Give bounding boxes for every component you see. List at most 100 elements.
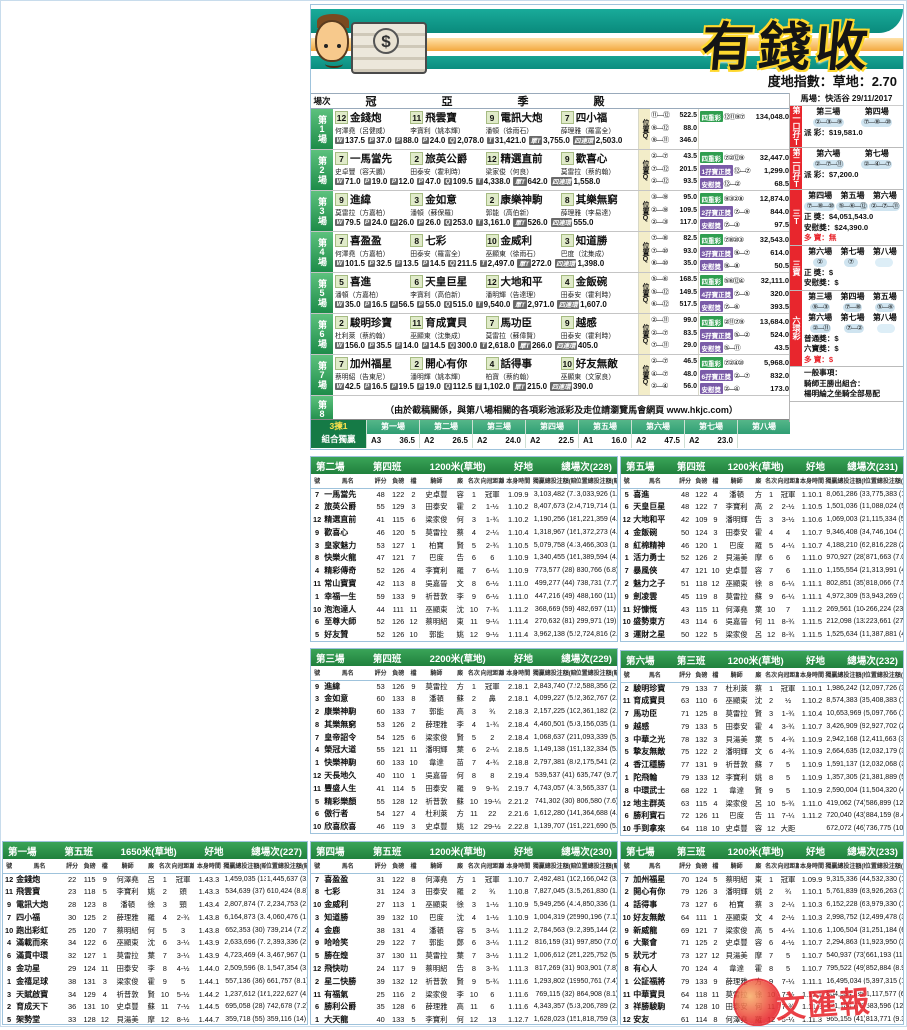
cell: 10 bbox=[765, 604, 778, 617]
pool-label: 第一口孖T bbox=[790, 106, 802, 147]
cell: 6 bbox=[311, 808, 323, 821]
cell: 1 bbox=[710, 912, 721, 925]
cell: 1.10.6 bbox=[799, 925, 826, 938]
cell: 8 bbox=[621, 785, 632, 798]
cell: 419,062 (74) bbox=[825, 798, 864, 811]
cell: 3,033,926 (1.9) bbox=[576, 488, 617, 501]
cell: 1-¾ bbox=[481, 514, 504, 527]
cell: 2,166,042 (3.2) bbox=[576, 873, 617, 886]
cell: 6 bbox=[311, 616, 323, 629]
horse-number: 8 bbox=[410, 234, 423, 247]
race-tab: 第4場 bbox=[311, 232, 333, 272]
cell: 126 bbox=[389, 629, 407, 642]
dividend-value: 3,161.0 bbox=[484, 218, 511, 227]
combo-selection: A2 bbox=[636, 434, 646, 448]
dividend-value: 2,078.0 bbox=[457, 136, 484, 145]
cell: 359,116 (14) bbox=[266, 1014, 307, 1027]
dividend-type: P bbox=[368, 137, 375, 144]
jockey-trainer: 柏寶（蔡約翰） bbox=[486, 371, 561, 380]
horse-number: 12 bbox=[486, 152, 499, 165]
col-header-third: 季 bbox=[485, 93, 561, 109]
cell: 高 bbox=[752, 501, 765, 514]
cell: 9 bbox=[621, 925, 632, 938]
cell: 柏寶 bbox=[420, 540, 454, 553]
cartoon-money-mascot: $ bbox=[315, 8, 433, 88]
cell: 鼻 bbox=[481, 693, 504, 706]
cell: 11 bbox=[311, 989, 323, 1002]
cell: 133 bbox=[389, 706, 407, 719]
cell: 9 bbox=[311, 680, 323, 693]
cell: 2,032,068 (3.6) bbox=[865, 759, 903, 772]
cell: 4 bbox=[765, 721, 778, 734]
place-q-combo: ②—⑪ bbox=[651, 315, 668, 328]
cell: 11 bbox=[621, 989, 632, 1002]
cell: 47 bbox=[677, 565, 693, 578]
cell: 電訊大炮 bbox=[15, 899, 64, 912]
combo-cell: 第八場 bbox=[737, 420, 790, 448]
cell: 1,155,554 (24) bbox=[825, 565, 864, 578]
cell: 970,927 (28) bbox=[825, 552, 864, 565]
double-dividend: 844.0 bbox=[770, 207, 789, 216]
cell: 3,466,303 (1.6) bbox=[576, 540, 617, 553]
jockey-trainer: 田泰安（霍利時） bbox=[561, 289, 636, 298]
cell: 540,937 (73) bbox=[825, 950, 864, 963]
cell: 1.11.4 bbox=[504, 629, 533, 642]
column-header: 評分 bbox=[372, 859, 389, 873]
cell: 9 bbox=[765, 785, 778, 798]
cell: 育成天下 bbox=[15, 1001, 64, 1014]
cell: 4,060,476 (1.3) bbox=[266, 912, 307, 925]
horse-name: 越感 bbox=[576, 315, 597, 330]
cell: 容 bbox=[453, 925, 467, 938]
cell: 3,943,269 (1.5) bbox=[865, 591, 903, 604]
dividend-type: 單T bbox=[529, 136, 542, 145]
cell: 37 bbox=[372, 950, 389, 963]
quartet-chip: 四重彩 bbox=[700, 357, 723, 368]
column-header: 名次 bbox=[467, 474, 481, 488]
cell: 22 bbox=[481, 808, 504, 821]
dividend-type: 四連環 bbox=[555, 341, 577, 350]
cell: 35 bbox=[372, 1001, 389, 1014]
cell: 63 bbox=[677, 695, 693, 708]
cell: 杜利萊 bbox=[721, 682, 752, 695]
cell: 6 bbox=[765, 552, 778, 565]
cell: 方 bbox=[752, 488, 765, 501]
cell: 8,574,383 (3.6) bbox=[825, 695, 864, 708]
horse-number: 2 bbox=[335, 316, 348, 329]
cell: 2 bbox=[3, 1001, 15, 1014]
cell: 121 bbox=[389, 552, 407, 565]
cell: 9 bbox=[311, 937, 323, 950]
cell: 摩 bbox=[144, 1014, 158, 1027]
table-header-row: 號馬名評分負磅檔騎師廄名次向冠距離本身時間獨贏總投注額(賠率)位置總投注額(賠率… bbox=[621, 474, 903, 488]
cell: 60 bbox=[372, 757, 389, 770]
cell: 徐 bbox=[453, 899, 467, 912]
place-q-dividend: 43.5 bbox=[683, 151, 697, 164]
cell: 1 bbox=[710, 785, 721, 798]
combo-selection: A2 bbox=[689, 434, 699, 448]
cell: 586,899 (12) bbox=[865, 798, 903, 811]
cell: 133 bbox=[693, 721, 710, 734]
cell: 1,364,688 (4.5) bbox=[576, 808, 617, 821]
cell: 1,445,637 (3.7) bbox=[266, 873, 307, 886]
pool-combo: ②—③—⑨ bbox=[813, 118, 844, 127]
cell: 1 bbox=[407, 899, 419, 912]
double-combo: ⑨—⑦ bbox=[734, 249, 749, 257]
cell: 傲行者 bbox=[323, 808, 372, 821]
cell: 3-¼ bbox=[481, 937, 504, 950]
cell: 864,908 (8.1) bbox=[576, 989, 617, 1002]
cell: 安友 bbox=[632, 1014, 677, 1027]
table-header-row: 號馬名評分負磅檔騎師廄名次向冠距離本身時間獨贏總投注額(賠率)位置總投注額(賠率… bbox=[621, 668, 903, 682]
pool-combo bbox=[875, 258, 893, 267]
cell: 1.44.7 bbox=[194, 1014, 223, 1027]
